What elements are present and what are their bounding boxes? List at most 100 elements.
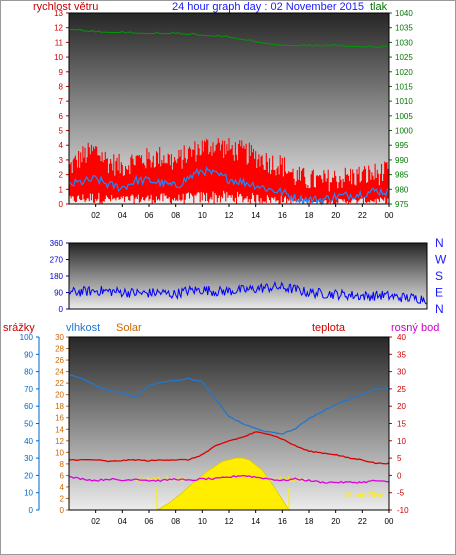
direction-axis-tick-label: 0	[59, 305, 64, 314]
time-axis-tick-label: 02	[91, 211, 100, 220]
rain-axis-tick-label: 90	[24, 350, 33, 359]
time-axis-tick-label: 12	[225, 211, 234, 220]
time-axis-tick-label: 12	[225, 517, 234, 526]
moonrise-label: Moon Rise	[346, 491, 385, 500]
pressure-axis-tick-label: 980	[395, 185, 409, 194]
pressure-axis-tick-label: 1040	[395, 9, 413, 18]
temperature-axis-tick-label: 30	[397, 368, 406, 377]
direction-series-group	[68, 280, 428, 305]
wind-axis-tick-label: 9	[59, 68, 64, 77]
rain-axis-tick-label: 40	[24, 437, 33, 446]
rain-axis-tick-label: 0	[29, 506, 34, 515]
rain-axis-tick-label: 60	[24, 402, 33, 411]
rain-axis-tick-label: 30	[24, 454, 33, 463]
rain-axis-tick-label: 50	[24, 420, 33, 429]
time-axis-tick-label: 02	[91, 517, 100, 526]
humidity-axis-tick-label: 24	[55, 368, 64, 377]
wind-average-series	[68, 165, 390, 206]
pressure-series	[68, 28, 390, 48]
direction-panel	[69, 243, 427, 309]
temperature-axis-tick-label: 25	[397, 385, 406, 394]
time-axis-tick-label: 04	[118, 517, 127, 526]
compass-label: N	[435, 236, 444, 250]
temperature-axis-tick-label: 40	[397, 333, 406, 342]
time-axis-tick-label: 18	[305, 211, 314, 220]
wind-axis-tick-label: 6	[59, 112, 64, 121]
temperature-axis-tick-label: 5	[397, 454, 402, 463]
pressure-axis-tick-label: 1020	[395, 68, 413, 77]
rain-axis-tick-label: 70	[24, 385, 33, 394]
wind-speed-axis-title: rychlost větru	[33, 1, 98, 13]
wind-axis-tick-label: 3	[59, 156, 64, 165]
pressure-axis-title: tlak	[370, 1, 388, 13]
time-axis-tick-label: 14	[251, 211, 260, 220]
wind-axis-tick-label: 1	[59, 185, 64, 194]
temp-panel-border	[68, 336, 390, 511]
humidity-axis-tick-label: 8	[60, 460, 65, 469]
time-axis-tick-label: 00	[385, 211, 394, 220]
temperature-axis-tick-label: 20	[397, 402, 406, 411]
pressure-axis-tick-label: 1000	[395, 127, 413, 136]
pressure-axis-tick-label: 975	[395, 200, 409, 209]
wind-series-group	[68, 28, 390, 206]
wind-axis-tick-label: 2	[59, 171, 64, 180]
humidity-series	[68, 374, 389, 435]
direction-axis-tick-label: 90	[54, 289, 63, 298]
humidity-axis-tick-label: 28	[55, 345, 64, 354]
pressure-axis-tick-label: 985	[395, 171, 409, 180]
temperature-series	[68, 431, 390, 465]
humidity-axis-tick-label: 2	[60, 494, 65, 503]
pressure-axis-tick-label: 1030	[395, 38, 413, 47]
direction-axis-tick-label: 270	[50, 256, 64, 265]
pressure-axis-tick-label: 1035	[395, 24, 413, 33]
time-axis-tick-label: 22	[358, 211, 367, 220]
wind-axis-tick-label: 0	[59, 200, 64, 209]
humidity-axis-tick-label: 4	[60, 483, 65, 492]
humidity-axis-tick-label: 0	[60, 506, 65, 515]
pressure-axis-tick-label: 990	[395, 156, 409, 165]
humidity-axis-tick-label: 10	[55, 448, 64, 457]
humidity-axis-tick-label: 30	[55, 333, 64, 342]
rain-axis-tick-label: 100	[20, 333, 34, 342]
compass-label: N	[435, 302, 444, 316]
humidity-axis-tick-label: 16	[55, 414, 64, 423]
temperature-axis-title: teplota	[312, 322, 346, 334]
moonset-label: Moon Set	[217, 491, 252, 500]
temperature-axis-tick-label: -10	[397, 506, 409, 515]
wind-axis-tick-label: 4	[59, 141, 64, 150]
wind-axis-tick-label: 8	[59, 82, 64, 91]
temperature-axis-tick-label: 10	[397, 437, 406, 446]
pressure-axis-tick-label: 1005	[395, 112, 413, 121]
time-axis-tick-label: 10	[198, 211, 207, 220]
wind-panel-border	[68, 12, 390, 205]
pressure-axis-tick-label: 1015	[395, 82, 413, 91]
humidity-axis-tick-label: 12	[55, 437, 64, 446]
humidity-axis-tick-label: 20	[55, 391, 64, 400]
wind-direction-series	[68, 280, 428, 305]
humidity-axis-tick-label: 18	[55, 402, 64, 411]
rain-axis-tick-label: 80	[24, 368, 33, 377]
time-axis-tick-label: 18	[305, 517, 314, 526]
time-axis-tick-label: 08	[171, 211, 180, 220]
wind-axis-tick-label: 10	[54, 53, 63, 62]
rain-axis-title: srážky	[3, 322, 35, 334]
pressure-axis-tick-label: 1010	[395, 97, 413, 106]
time-axis-tick-label: 16	[278, 517, 287, 526]
time-axis-tick-label: 20	[331, 517, 340, 526]
chart-title: 24 hour graph day : 02 November 2015	[172, 1, 364, 13]
pressure-axis-tick-label: 1025	[395, 53, 413, 62]
compass-label: E	[435, 286, 443, 300]
compass-label: S	[435, 269, 443, 283]
dewpoint-axis-title: rosný bod	[391, 322, 439, 334]
time-axis-tick-label: 06	[145, 517, 154, 526]
solar-axis-title: Solar	[116, 322, 142, 334]
temperature-axis-tick-label: -5	[397, 489, 405, 498]
wind-axis-tick-label: 5	[59, 127, 64, 136]
time-axis-tick-label: 14	[251, 517, 260, 526]
time-axis-tick-label: 16	[278, 211, 287, 220]
time-axis-tick-label: 22	[358, 517, 367, 526]
wind-axis-tick-label: 7	[59, 97, 64, 106]
axes-group: 0123456789101112139759809859909951000100…	[20, 9, 447, 526]
